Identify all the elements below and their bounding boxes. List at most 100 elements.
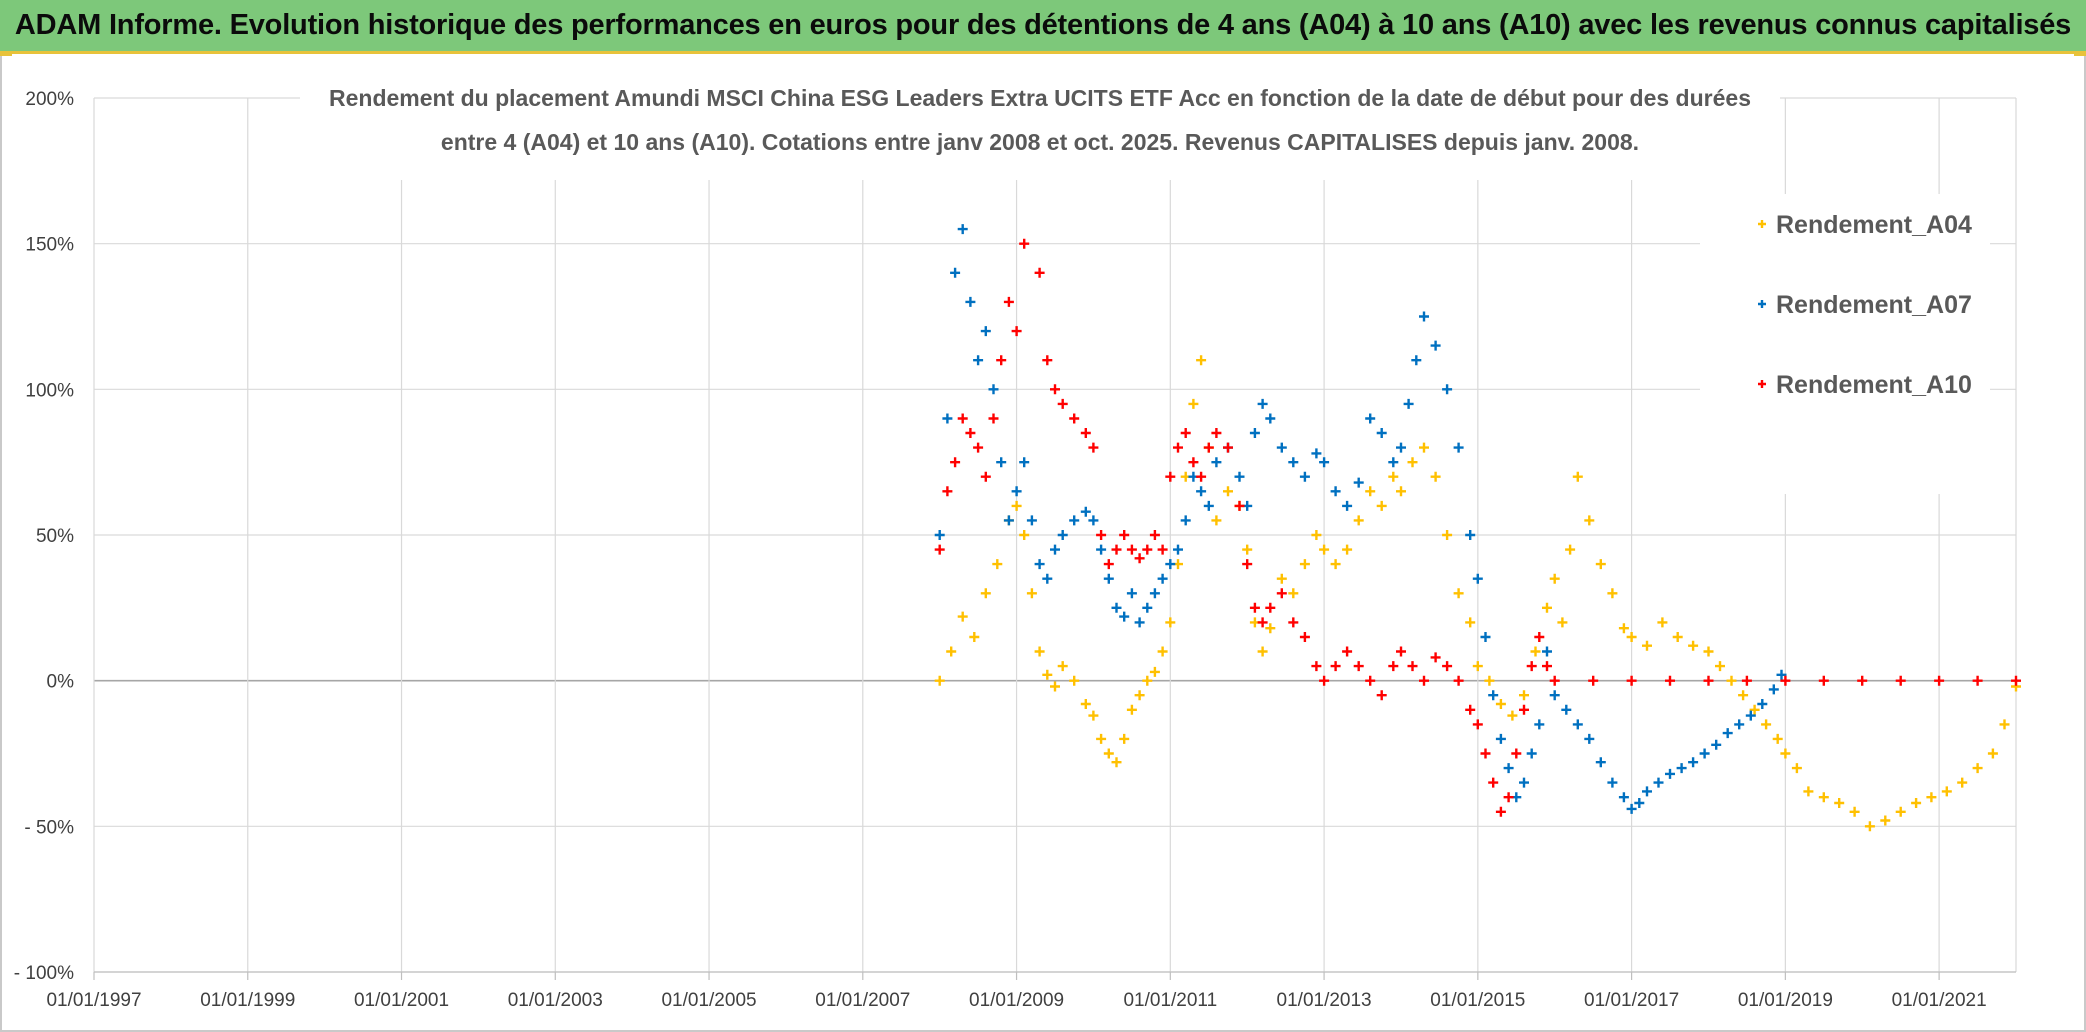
- point-Rendement_A04: [1096, 733, 1107, 744]
- point-Rendement_A07: [1134, 617, 1145, 628]
- point-Rendement_A10: [1203, 442, 1214, 453]
- x-tick-label: 01/01/2017: [1584, 990, 1679, 1011]
- point-Rendement_A10: [1480, 748, 1491, 759]
- point-Rendement_A07: [1119, 611, 1130, 622]
- title-background: [300, 70, 1780, 180]
- point-Rendement_A07: [1542, 646, 1552, 657]
- point-Rendement_A04: [1042, 669, 1053, 680]
- point-Rendement_A04: [1157, 646, 1168, 657]
- point-Rendement_A07: [1572, 719, 1583, 730]
- point-Rendement_A10: [1188, 457, 1199, 468]
- point-Rendement_A10: [1249, 602, 1260, 613]
- point-Rendement_A07: [1757, 699, 1768, 709]
- point-Rendement_A07: [1711, 739, 1722, 750]
- legend-label-Rendement_A04: Rendement_A04: [1776, 211, 1972, 239]
- point-Rendement_A07: [1430, 340, 1441, 351]
- point-Rendement_A07: [1011, 486, 1022, 497]
- legend-marker-Rendement_A07: [1758, 300, 1766, 308]
- point-Rendement_A10: [1388, 661, 1399, 672]
- point-Rendement_A10: [1223, 442, 1233, 453]
- point-Rendement_A07: [1618, 792, 1629, 803]
- point-Rendement_A07: [1249, 428, 1260, 438]
- legend-label-Rendement_A10: Rendement_A10: [1776, 371, 1972, 399]
- point-Rendement_A10: [1180, 428, 1191, 438]
- point-Rendement_A04: [1572, 471, 1583, 482]
- point-Rendement_A07: [1311, 448, 1322, 459]
- point-Rendement_A07: [1722, 728, 1733, 739]
- point-Rendement_A04: [1864, 821, 1875, 832]
- point-Rendement_A04: [1330, 559, 1341, 570]
- point-Rendement_A04: [1688, 640, 1699, 651]
- point-Rendement_A04: [957, 611, 968, 622]
- point-Rendement_A04: [1196, 355, 1207, 366]
- point-Rendement_A10: [1741, 675, 1752, 686]
- point-Rendement_A04: [1519, 690, 1529, 701]
- point-Rendement_A04: [1034, 646, 1045, 657]
- axes: 200% 150% 100% 50% 0% - 50% - 100% 01/01/1997 01…: [14, 89, 2016, 1011]
- point-Rendement_A10: [1234, 500, 1245, 511]
- legend-background: [1700, 194, 1990, 494]
- point-Rendement_A10: [1542, 661, 1552, 672]
- point-Rendement_A07: [1665, 768, 1675, 779]
- point-Rendement_A10: [1472, 719, 1483, 730]
- point-Rendement_A10: [1442, 661, 1453, 672]
- point-Rendement_A04: [1715, 661, 1725, 672]
- x-tick-label: 01/01/2011: [1123, 990, 1217, 1011]
- point-Rendement_A10: [1103, 559, 1114, 570]
- point-Rendement_A07: [1111, 602, 1122, 613]
- report-banner: ADAM Informe. Evolution historique des p…: [0, 0, 2086, 54]
- point-Rendement_A07: [1103, 573, 1114, 584]
- banner-accent-right: [2074, 52, 2086, 56]
- point-Rendement_A04: [1972, 763, 1983, 774]
- point-Rendement_A04: [1311, 530, 1322, 540]
- point-Rendement_A04: [1257, 646, 1268, 657]
- point-Rendement_A07: [1676, 763, 1687, 774]
- point-Rendement_A07: [1342, 500, 1353, 511]
- point-Rendement_A04: [1142, 675, 1153, 686]
- point-Rendement_A10: [1050, 384, 1060, 395]
- point-Rendement_A07: [1257, 398, 1268, 409]
- point-Rendement_A07: [1526, 748, 1537, 759]
- point-Rendement_A07: [1534, 719, 1545, 730]
- x-tick-label: 01/01/2019: [1738, 990, 1833, 1011]
- point-Rendement_A10: [1857, 675, 1868, 686]
- point-Rendement_A04: [1549, 573, 1560, 584]
- point-Rendement_A07: [1442, 384, 1453, 395]
- legend-marker-Rendement_A04: [1758, 220, 1766, 228]
- point-Rendement_A04: [1050, 681, 1060, 692]
- point-Rendement_A07: [1196, 486, 1207, 497]
- legend-marker-Rendement_A10: [1758, 380, 1766, 388]
- point-Rendement_A04: [1595, 559, 1606, 570]
- point-Rendement_A07: [1142, 602, 1153, 613]
- point-Rendement_A07: [996, 457, 1007, 468]
- point-Rendement_A04: [1818, 792, 1829, 803]
- point-Rendement_A07: [1376, 428, 1387, 438]
- point-Rendement_A07: [1276, 442, 1287, 453]
- y-tick-label: 150%: [25, 235, 74, 256]
- point-Rendement_A04: [1772, 733, 1783, 744]
- series-Rendement_A07: [934, 224, 1787, 814]
- point-Rendement_A10: [1242, 559, 1253, 570]
- point-Rendement_A07: [1642, 786, 1652, 797]
- point-Rendement_A07: [965, 296, 976, 307]
- x-tick-label: 01/01/1999: [200, 990, 295, 1011]
- point-Rendement_A04: [1353, 515, 1364, 526]
- point-Rendement_A07: [1149, 588, 1160, 599]
- point-Rendement_A04: [1987, 748, 1998, 759]
- point-Rendement_A04: [1288, 588, 1299, 599]
- point-Rendement_A07: [934, 530, 945, 540]
- point-Rendement_A07: [1234, 471, 1245, 482]
- point-Rendement_A10: [1934, 675, 1945, 686]
- point-Rendement_A04: [1565, 544, 1576, 555]
- point-Rendement_A04: [1242, 544, 1253, 555]
- point-Rendement_A07: [1549, 690, 1560, 701]
- point-Rendement_A04: [1791, 763, 1802, 774]
- point-Rendement_A10: [1288, 617, 1299, 628]
- point-Rendement_A10: [1353, 661, 1364, 672]
- point-Rendement_A04: [1703, 646, 1714, 657]
- point-Rendement_A10: [1703, 675, 1714, 686]
- point-Rendement_A07: [957, 224, 968, 235]
- chart-title-line2: entre 4 (A04) et 10 ans (A10). Cotations…: [441, 129, 1639, 155]
- point-Rendement_A10: [1165, 471, 1176, 482]
- point-Rendement_A10: [1019, 238, 1030, 249]
